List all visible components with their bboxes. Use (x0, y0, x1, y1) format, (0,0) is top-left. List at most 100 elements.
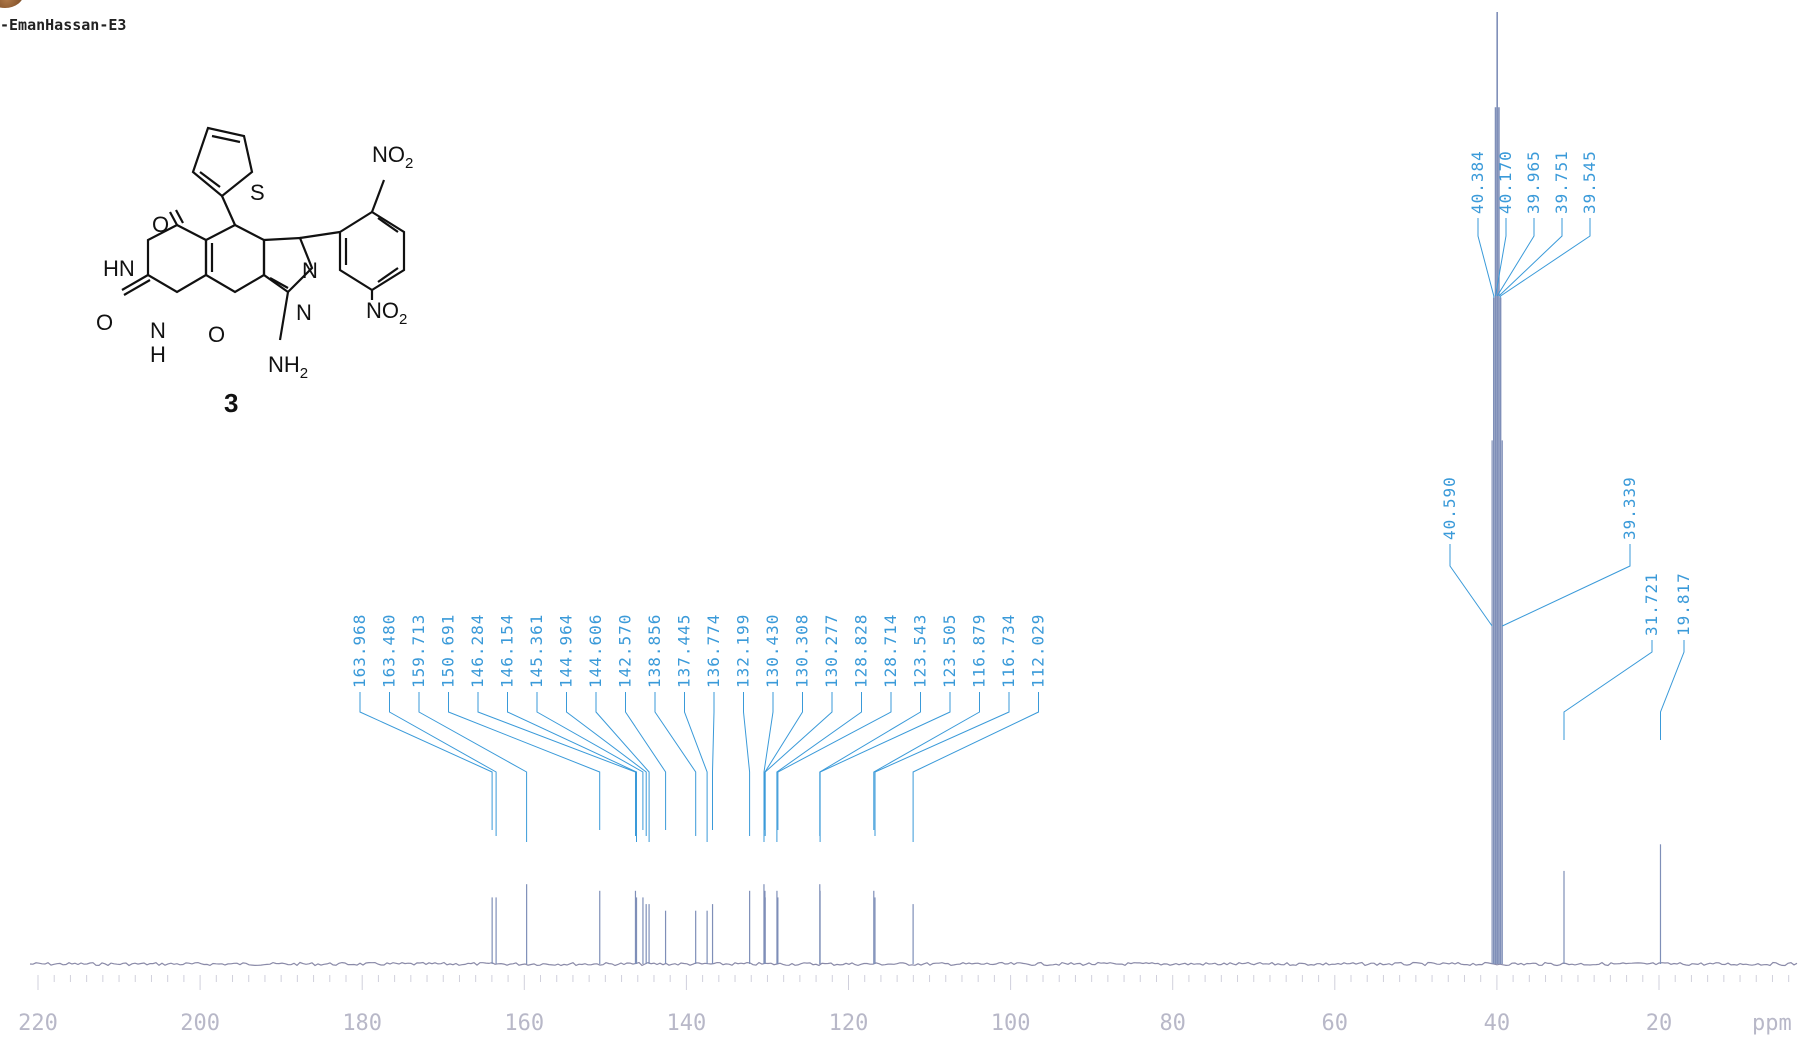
baseline-trace (29, 961, 1798, 967)
leader-39.965 (1496, 218, 1535, 297)
x-tick-120: 120 (829, 1011, 869, 1036)
peak-label-40.590: 40.590 (1440, 476, 1459, 540)
peak-label-31.721: 31.721 (1642, 572, 1661, 636)
leader-163.968 (359, 692, 493, 830)
leader-128.828 (776, 692, 862, 842)
peak-label-163.480: 163.480 (380, 614, 399, 688)
leader-39.751 (1498, 218, 1563, 297)
peak-label-130.277: 130.277 (822, 614, 841, 688)
leader-163.480 (389, 692, 497, 836)
peak-label-146.284: 146.284 (468, 614, 487, 688)
peak-label-145.361: 145.361 (527, 614, 546, 688)
sample-label: -EmanHassan-E3 (0, 16, 127, 34)
leader-132.199 (743, 692, 751, 836)
structure-labels: NO2 NO2 NH2 HN O O N H O S N N 3 (96, 142, 413, 418)
leader-130.277 (764, 692, 833, 836)
peak-leaders-layer (359, 218, 1685, 842)
atom-o-pyran: O (208, 322, 225, 347)
leader-123.543 (819, 692, 921, 836)
x-tick-100: 100 (991, 1011, 1031, 1036)
compound-number: 3 (224, 388, 238, 418)
x-tick-180: 180 (342, 1011, 382, 1036)
peak-label-137.445: 137.445 (675, 614, 694, 688)
x-unit-label: ppm (1752, 1011, 1792, 1036)
peak-label-128.714: 128.714 (881, 614, 900, 688)
atom-o-top: O (152, 212, 169, 237)
chemical-structure (121, 126, 406, 341)
leader-116.734 (874, 692, 1010, 836)
peak-label-123.505: 123.505 (940, 614, 959, 688)
x-tick-80: 80 (1159, 1011, 1186, 1036)
peak-label-138.856: 138.856 (645, 614, 664, 688)
peak-label-142.570: 142.570 (616, 614, 635, 688)
x-axis: 220 200 180 160 140 120 100 80 60 40 20 ppm (18, 975, 1792, 1036)
peak-label-130.308: 130.308 (793, 614, 812, 688)
peak-label-136.774: 136.774 (704, 614, 723, 688)
peak-label-39.339: 39.339 (1620, 476, 1639, 540)
peak-label-39.545: 39.545 (1580, 150, 1599, 214)
peak-label-130.430: 130.430 (763, 614, 782, 688)
dinitrophenyl-ring (338, 210, 406, 292)
leader-128.714 (777, 692, 892, 830)
x-tick-220: 220 (18, 1011, 58, 1036)
leader-116.879 (873, 692, 980, 830)
leader-123.505 (819, 692, 951, 842)
atom-no2-bottom: NO2 (366, 298, 407, 328)
peaks-layer (491, 12, 1662, 964)
atom-n-ring: N (150, 318, 166, 343)
peak-label-39.965: 39.965 (1524, 150, 1543, 214)
peak-label-116.879: 116.879 (970, 614, 989, 688)
leader-112.029 (912, 692, 1039, 842)
peak-label-123.543: 123.543 (911, 614, 930, 688)
peak-label-132.199: 132.199 (734, 614, 753, 688)
atom-h-ring: H (150, 342, 166, 367)
leader-146.154 (507, 692, 637, 842)
pyran-ring (204, 223, 266, 294)
x-tick-60: 60 (1322, 1011, 1349, 1036)
peak-label-39.751: 39.751 (1552, 150, 1571, 214)
leader-130.430 (763, 692, 774, 842)
leader-19.817 (1660, 640, 1685, 740)
atom-no2-top: NO2 (372, 142, 413, 172)
leader-136.774 (712, 692, 715, 830)
peak-label-146.154: 146.154 (498, 614, 517, 688)
peak-label-40.170: 40.170 (1496, 150, 1515, 214)
x-tick-140: 140 (667, 1011, 707, 1036)
leader-137.445 (684, 692, 708, 842)
atom-nh2: NH2 (268, 352, 308, 382)
thiophene-ring (191, 126, 254, 198)
peak-label-40.384: 40.384 (1468, 150, 1487, 214)
x-tick-200: 200 (180, 1011, 220, 1036)
leader-150.691 (448, 692, 601, 830)
x-tick-20: 20 (1646, 1011, 1673, 1036)
atom-s-thiophene: S (250, 180, 265, 205)
leader-145.361 (536, 692, 644, 830)
leader-144.606 (595, 692, 650, 842)
leader-39.339 (1502, 544, 1631, 627)
peak-label-112.029: 112.029 (1029, 614, 1048, 688)
peak-label-163.968: 163.968 (350, 614, 369, 688)
peak-label-159.713: 159.713 (409, 614, 428, 688)
leader-31.721 (1563, 640, 1653, 740)
leader-138.856 (654, 692, 697, 836)
atom-hn: HN (103, 256, 135, 281)
leader-40.170 (1495, 218, 1507, 297)
leader-130.308 (764, 692, 803, 830)
peak-label-128.828: 128.828 (852, 614, 871, 688)
atom-n-pyrazole-2: N (296, 300, 312, 325)
leader-144.964 (566, 692, 647, 836)
peak-label-116.734: 116.734 (999, 614, 1018, 688)
peak-labels-layer: 163.968 163.480 159.713 150.691 146.284 146.1… (350, 150, 1693, 688)
leader-40.590 (1449, 544, 1493, 627)
x-tick-40: 40 (1484, 1011, 1511, 1036)
leader-40.384 (1477, 218, 1495, 298)
peak-label-144.964: 144.964 (557, 614, 576, 688)
atom-o-left: O (96, 310, 113, 335)
leader-142.570 (625, 692, 667, 830)
leader-146.284 (477, 692, 636, 836)
peak-label-150.691: 150.691 (439, 614, 458, 688)
leader-159.713 (418, 692, 528, 842)
peak-label-144.606: 144.606 (586, 614, 605, 688)
